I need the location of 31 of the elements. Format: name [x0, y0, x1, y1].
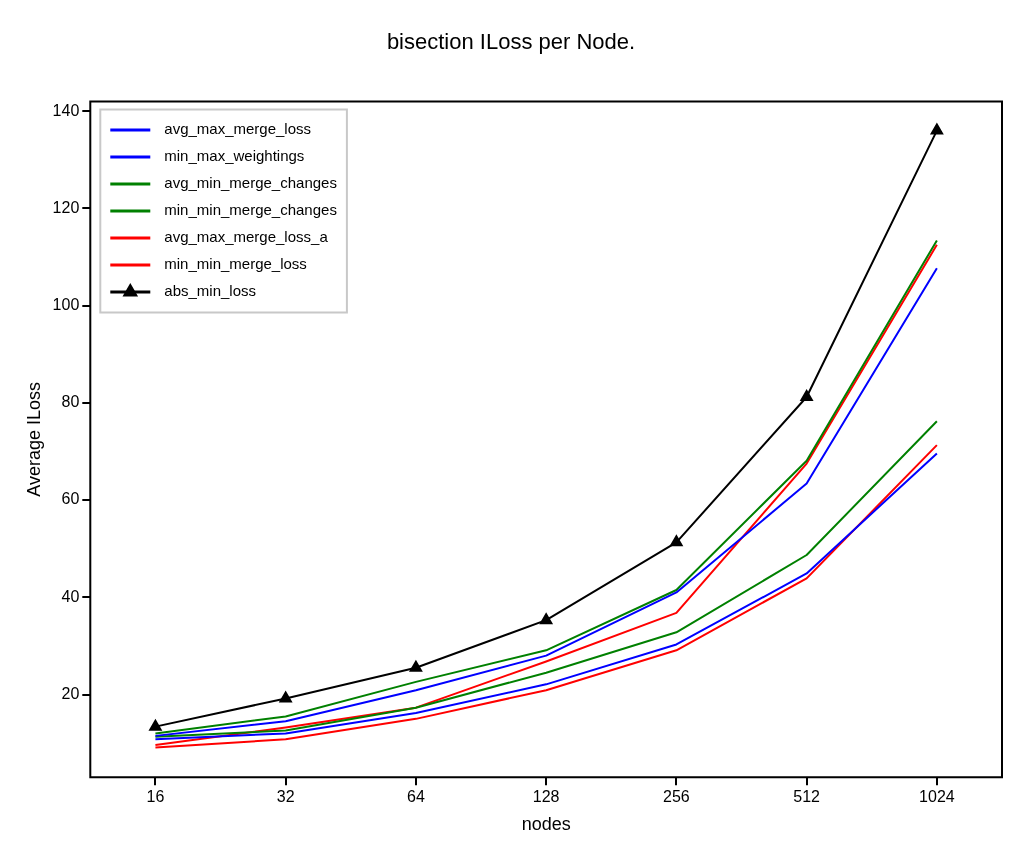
x-tick-label: 512	[793, 788, 821, 806]
legend-label: avg_min_merge_changes	[164, 174, 337, 192]
y-tick-label: 20	[61, 684, 80, 702]
y-axis-title: Average ILoss	[23, 381, 44, 497]
y-tick-label: 140	[52, 101, 80, 119]
x-tick-label: 64	[407, 788, 425, 806]
y-tick-label: 60	[61, 490, 80, 508]
x-tick-label: 32	[276, 788, 295, 806]
x-tick-label: 256	[663, 788, 690, 806]
y-tick-label: 100	[52, 296, 80, 313]
legend-label: min_min_merge_changes	[164, 201, 337, 219]
legend-label: avg_max_merge_loss	[164, 120, 312, 138]
chart-title: bisection ILoss per Node.	[386, 29, 636, 55]
legend-label: abs_min_loss	[164, 282, 257, 300]
x-tick-label: 16	[146, 788, 165, 806]
point	[279, 691, 292, 703]
y-tick-label: 120	[52, 198, 80, 216]
point	[539, 613, 553, 625]
point	[800, 390, 813, 401]
point	[149, 719, 162, 731]
point	[409, 660, 423, 672]
legend-label: avg_max_merge_loss_a	[164, 228, 329, 246]
x-axis-title: nodes	[521, 814, 571, 835]
y-tick-label: 40	[61, 587, 80, 605]
legend-label: min_min_merge_loss	[164, 255, 307, 273]
y-tick-label: 80	[61, 393, 80, 411]
point	[930, 123, 944, 135]
x-tick-label: 1024	[919, 788, 955, 806]
legend-label: min_max_weightings	[164, 147, 305, 165]
x-tick-label: 128	[532, 788, 560, 806]
point	[670, 535, 683, 547]
